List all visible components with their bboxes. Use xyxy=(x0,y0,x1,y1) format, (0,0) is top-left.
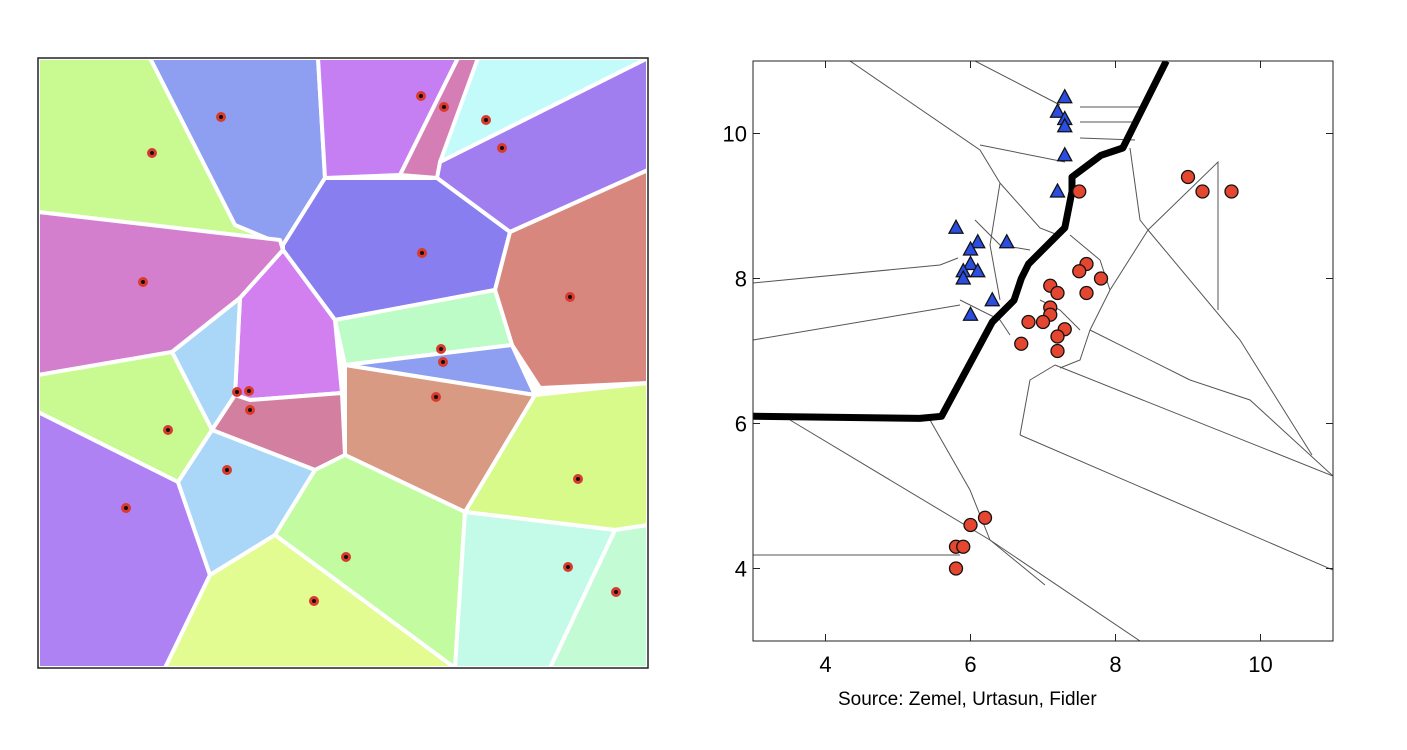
triangle-point xyxy=(947,218,965,234)
voronoi-edge xyxy=(753,304,961,341)
voronoi-edge xyxy=(959,299,1011,336)
circle-point xyxy=(948,561,964,576)
voronoi-edge xyxy=(1189,379,1333,477)
voronoi-edge xyxy=(1019,434,1333,571)
triangle-point xyxy=(1049,182,1066,198)
voronoi-site xyxy=(565,292,575,302)
voronoi-site xyxy=(563,562,573,572)
circle-point xyxy=(977,510,993,525)
voronoi-site xyxy=(232,387,242,397)
circle-point xyxy=(1021,314,1036,330)
circle-point xyxy=(1180,169,1196,185)
triangle-point xyxy=(962,305,979,321)
y-tick-label: 6 xyxy=(735,412,747,437)
circle-point xyxy=(963,517,978,533)
voronoi-site xyxy=(497,143,507,153)
voronoi-edge xyxy=(1147,229,1313,456)
voronoi-edge xyxy=(974,219,1031,251)
voronoi-site xyxy=(417,248,427,258)
circle-point xyxy=(1050,329,1065,344)
x-tick-label: 10 xyxy=(1248,652,1272,677)
decision-boundary xyxy=(753,61,1170,422)
triangle-point xyxy=(1049,102,1066,118)
voronoi-site xyxy=(436,344,446,354)
plot-frame xyxy=(752,60,1334,642)
triangle-point xyxy=(984,291,1001,307)
voronoi-edge xyxy=(1129,147,1149,231)
voronoi-edge xyxy=(979,144,1066,163)
circle-point xyxy=(1195,184,1210,199)
circle-point xyxy=(956,539,971,554)
voronoi-edge xyxy=(1089,329,1191,381)
y-tick-label: 4 xyxy=(735,557,747,582)
circle-point xyxy=(1079,285,1094,301)
triangle-point xyxy=(969,233,986,249)
voronoi-edge xyxy=(999,182,1059,236)
voronoi-edge xyxy=(1147,160,1219,310)
voronoi-site xyxy=(438,357,448,367)
voronoi-site xyxy=(121,503,131,513)
triangle-point xyxy=(962,255,979,271)
voronoi-site xyxy=(611,587,621,597)
voronoi-site xyxy=(244,386,254,396)
x-tick-label: 8 xyxy=(1109,652,1121,677)
x-tick-label: 4 xyxy=(819,652,831,677)
voronoi-site xyxy=(431,392,441,402)
voronoi-site xyxy=(245,405,255,415)
triangle-point xyxy=(1056,88,1073,104)
triangle-point xyxy=(998,233,1015,249)
circle-point xyxy=(1035,314,1051,330)
source-caption: Source: Zemel, Urtasun, Fidler xyxy=(838,689,1097,710)
y-tick-label: 10 xyxy=(723,122,747,147)
voronoi-site xyxy=(147,148,157,158)
voronoi-site xyxy=(481,115,491,125)
circle-point xyxy=(1093,271,1109,286)
voronoi-edge xyxy=(753,257,959,284)
voronoi-site xyxy=(573,474,583,484)
voronoi-edge xyxy=(1059,329,1091,369)
circle-point xyxy=(1072,264,1087,279)
voronoi-edge xyxy=(1019,364,1056,436)
triangle-point xyxy=(955,269,972,285)
voronoi-site xyxy=(163,425,173,435)
voronoi-edge xyxy=(974,61,1061,106)
voronoi-site xyxy=(222,465,232,475)
voronoi-site xyxy=(416,91,426,101)
triangle-point xyxy=(969,262,986,278)
voronoi-site xyxy=(309,596,319,606)
circle-point xyxy=(1072,184,1087,199)
voronoi-site xyxy=(341,552,351,562)
circle-point xyxy=(1050,285,1065,301)
triangle-point xyxy=(962,240,979,256)
voronoi-site xyxy=(439,102,449,112)
x-tick-label: 6 xyxy=(964,652,976,677)
circle-point xyxy=(1014,336,1029,351)
voronoi-edge xyxy=(849,61,1001,184)
y-tick-label: 8 xyxy=(735,267,747,292)
voronoi-site xyxy=(138,277,148,287)
voronoi-region xyxy=(548,523,648,668)
voronoi-edge xyxy=(1054,364,1333,477)
voronoi-region xyxy=(453,510,617,668)
triangle-point xyxy=(1056,146,1073,162)
voronoi-site xyxy=(216,112,226,122)
circle-point xyxy=(1050,343,1065,359)
triangle-point xyxy=(1056,117,1073,133)
circle-point xyxy=(1224,184,1239,199)
voronoi-edge xyxy=(989,182,1001,301)
voronoi-edge xyxy=(929,419,1046,586)
voronoi-edge xyxy=(789,419,1141,641)
